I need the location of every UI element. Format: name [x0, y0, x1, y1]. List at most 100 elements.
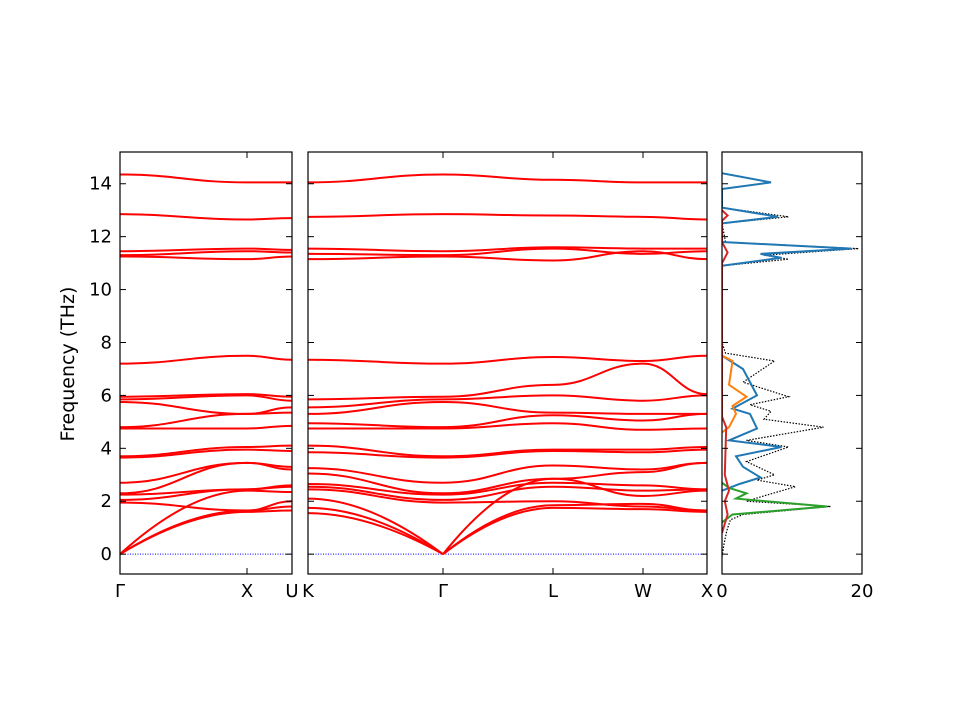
- phonon-band-Γ-L-19: [442, 213, 554, 217]
- phonon-band-K-Γ-15: [308, 358, 444, 365]
- phonon-band-Γ-X-12: [120, 401, 248, 415]
- x-tick-label: L: [548, 581, 558, 602]
- panel-gamma-x-u: Γ X U 0 2 4 6 8 10 12 14: [89, 151, 299, 602]
- phonon-band-Γ-L-13: [442, 394, 554, 401]
- phonon-band-X-U-17: [246, 250, 292, 254]
- phonon-band-X-U-12: [246, 406, 292, 415]
- phonon-band-W-X-9: [642, 446, 707, 451]
- phonon-band-X-U-16: [246, 255, 292, 261]
- phonon-band-L-W-7: [552, 464, 644, 471]
- phonon-band-X-U-0: [246, 509, 292, 513]
- phonon-band-Γ-X-1: [120, 509, 248, 556]
- phonon-band-L-W-0: [552, 506, 644, 511]
- phonon-band-K-Γ-0: [308, 512, 444, 556]
- dos-series-0: [722, 172, 859, 557]
- phonon-band-Γ-X-7: [120, 461, 248, 484]
- phonon-band-L-W-6: [552, 471, 644, 480]
- x-tick-label: Γ: [115, 581, 125, 602]
- phonon-band-Γ-X-15: [120, 354, 248, 365]
- phonon-band-K-Γ-20: [308, 173, 444, 184]
- phonon-band-X-U-9: [246, 444, 292, 449]
- phonon-band-K-Γ-3: [308, 488, 444, 504]
- phonon-band-X-U-19: [246, 217, 292, 221]
- phonon-band-K-Γ-12: [308, 401, 444, 415]
- phonon-band-L-W-12: [552, 411, 644, 415]
- phonon-band-X-U-10: [246, 424, 292, 430]
- phonon-band-Γ-X-13: [120, 394, 248, 401]
- panel-dos: 0 20: [716, 151, 873, 602]
- phonon-band-L-W-14: [552, 362, 644, 386]
- phonon-band-K-Γ-1: [308, 506, 444, 556]
- phonon-band-Γ-X-14: [120, 393, 248, 398]
- phonon-band-Γ-L-4: [442, 485, 554, 501]
- x-tick-label: X: [701, 581, 713, 602]
- phonon-band-X-U-5: [246, 484, 292, 491]
- phonon-band-L-W-5: [552, 481, 644, 487]
- dos-series-2: [722, 354, 749, 434]
- x-tick-label: 0: [716, 581, 727, 602]
- phonon-band-Γ-X-20: [120, 173, 248, 184]
- phonon-band-L-W-20: [552, 178, 644, 184]
- phonon-band-L-W-18: [552, 246, 644, 250]
- y-tick-label: 14: [89, 174, 112, 195]
- phonon-band-W-X-14: [642, 362, 707, 396]
- phonon-band-K-Γ-5: [308, 483, 444, 496]
- phonon-band-X-U-7: [246, 461, 292, 468]
- phonon-band-W-X-5: [642, 484, 707, 491]
- phonon-band-K-Γ-9: [308, 444, 444, 458]
- phonon-band-K-Γ-11: [308, 422, 444, 429]
- phonon-band-W-X-0: [642, 508, 707, 513]
- phonon-band-L-W-19: [552, 214, 644, 218]
- phonon-band-K-Γ-6: [308, 472, 444, 495]
- phonon-band-K-Γ-8: [308, 451, 444, 459]
- phonon-band-X-U-2: [246, 489, 292, 493]
- phonon-band-Γ-L-12: [442, 401, 554, 414]
- phonon-band-K-Γ-19: [308, 213, 444, 218]
- phonon-band-Γ-L-10: [442, 422, 554, 430]
- phonon-band-Γ-L-5: [442, 481, 554, 496]
- x-tick-label: U: [285, 581, 298, 602]
- phonon-band-Γ-X-11: [120, 412, 248, 429]
- panel-frame: [721, 151, 863, 575]
- phonon-band-Γ-X-19: [120, 213, 248, 221]
- phonon-band-Γ-L-18: [442, 246, 554, 253]
- phonon-band-Γ-X-0: [120, 510, 248, 556]
- phonon-band-K-Γ-17: [308, 252, 444, 257]
- plot-area: [722, 172, 859, 557]
- plot-area: [120, 173, 292, 556]
- phonon-band-L-W-16: [552, 250, 644, 262]
- y-tick-label: 12: [89, 227, 112, 248]
- panel-frame: [307, 151, 708, 575]
- phonon-band-W-X-7: [642, 461, 707, 471]
- phonon-band-L-W-11: [552, 414, 644, 422]
- phonon-band-W-X-16: [642, 250, 707, 261]
- phonon-band-Γ-L-3: [442, 500, 554, 504]
- phonon-band-X-U-8: [246, 448, 292, 452]
- phonon-band-Γ-L-1: [442, 504, 554, 555]
- phonon-band-K-Γ-7: [308, 467, 444, 484]
- phonon-band-Γ-L-15: [442, 356, 554, 365]
- phonon-band-Γ-L-0: [442, 506, 554, 555]
- y-tick-label: 6: [101, 385, 112, 406]
- phonon-band-Γ-X-9: [120, 446, 248, 458]
- phonon-band-Γ-L-9: [442, 448, 554, 458]
- dos-series-1: [722, 172, 852, 492]
- phonon-band-L-W-17: [552, 247, 644, 255]
- phonon-band-L-W-10: [552, 422, 644, 431]
- phonon-band-Γ-X-3: [120, 501, 248, 512]
- x-tick-label: W: [634, 581, 652, 602]
- y-axis-label: Frequency (THz): [57, 287, 79, 442]
- phonon-band-Γ-L-20: [442, 173, 554, 181]
- phonon-band-Γ-X-16: [120, 255, 248, 261]
- phonon-band-W-X-2: [642, 489, 707, 497]
- phonon-band-K-Γ-14: [308, 395, 444, 401]
- phonon-band-K-Γ-16: [308, 255, 444, 261]
- x-tick-label: X: [241, 581, 253, 602]
- y-tick-label: 8: [101, 332, 112, 353]
- phonon-band-W-X-13: [642, 394, 707, 402]
- phonon-band-Γ-L-11: [442, 414, 554, 429]
- y-tick-label: 0: [101, 544, 112, 565]
